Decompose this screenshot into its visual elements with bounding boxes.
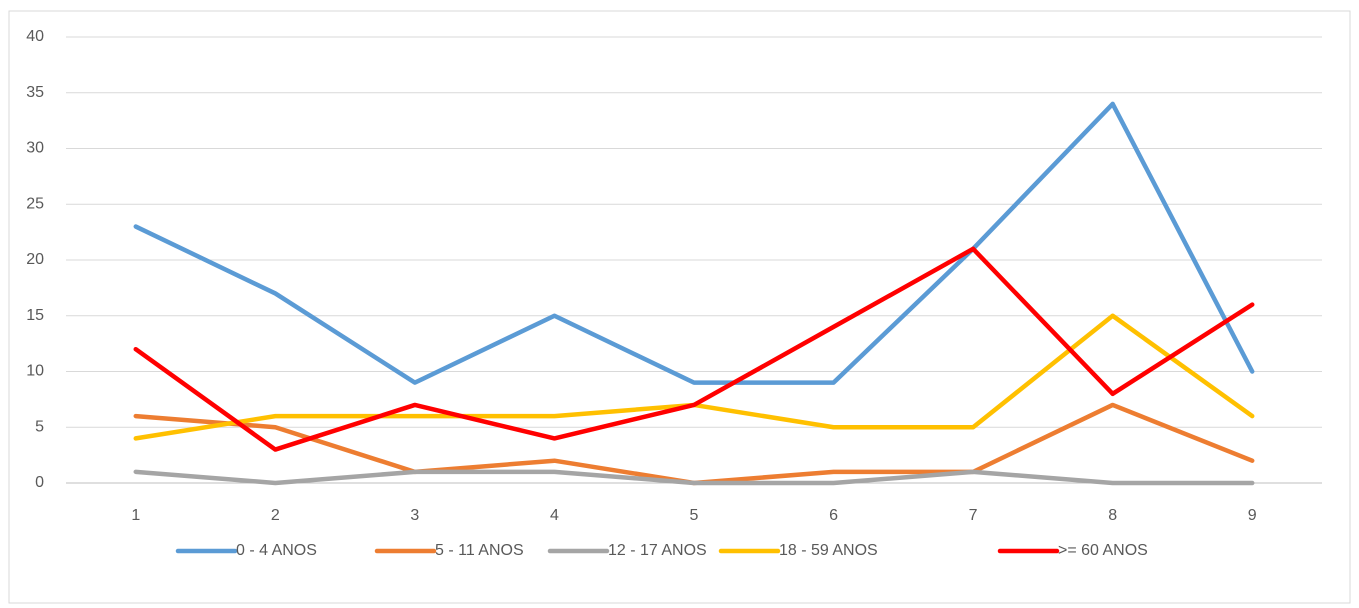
x-tick-label: 3 xyxy=(410,507,419,524)
series-line xyxy=(133,469,1255,486)
legend-label: >= 60 ANOS xyxy=(1058,542,1148,559)
legend-label: 12 - 17 ANOS xyxy=(608,542,707,559)
legend-label: 5 - 11 ANOS xyxy=(435,542,524,559)
y-tick-label: 15 xyxy=(26,307,44,324)
x-tick-label: 9 xyxy=(1248,507,1257,524)
legend-label: 0 - 4 ANOS xyxy=(236,542,317,559)
y-tick-label: 25 xyxy=(26,195,44,212)
x-tick-label: 5 xyxy=(690,507,699,524)
y-tick-label: 10 xyxy=(26,363,44,380)
x-tick-label: 8 xyxy=(1108,507,1117,524)
y-tick-label: 0 xyxy=(35,474,44,491)
y-tick-label: 5 xyxy=(35,418,44,435)
chart-frame xyxy=(8,10,1351,604)
series-line xyxy=(133,246,1255,452)
legend-label: 18 - 59 ANOS xyxy=(779,542,878,559)
x-tick-label: 1 xyxy=(131,507,140,524)
series-line xyxy=(133,101,1255,385)
y-tick-label: 20 xyxy=(26,251,44,268)
x-tick-label: 6 xyxy=(829,507,838,524)
x-tick-label: 4 xyxy=(550,507,559,524)
x-tick-label: 2 xyxy=(271,507,280,524)
x-tick-label: 7 xyxy=(969,507,978,524)
y-tick-label: 30 xyxy=(26,140,44,157)
y-tick-label: 40 xyxy=(26,28,44,45)
y-tick-label: 35 xyxy=(26,84,44,101)
